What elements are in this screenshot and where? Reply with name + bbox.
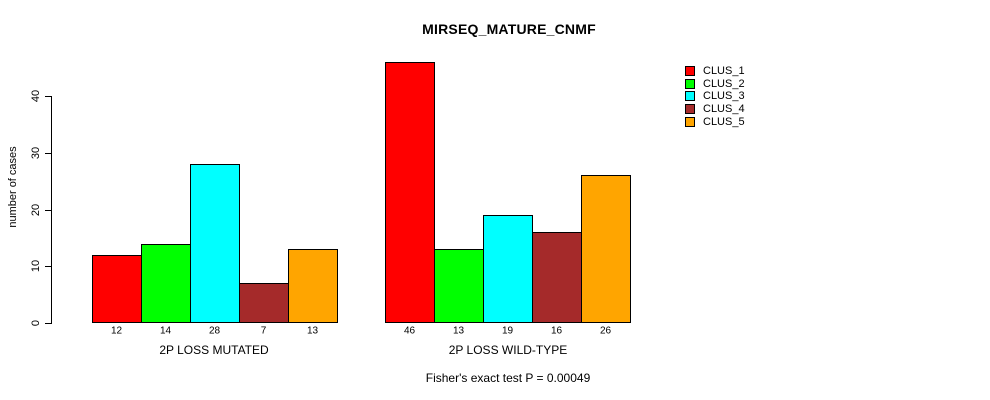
y-tick-label: 10 <box>30 259 42 273</box>
bar-value-label: 7 <box>260 325 267 337</box>
y-tick-label: 20 <box>30 203 42 217</box>
bar-value-label: 16 <box>550 325 563 337</box>
y-tick <box>45 96 52 97</box>
bar-value-label: 13 <box>452 325 465 337</box>
bar-value-label: 28 <box>208 325 221 337</box>
bar-2p-loss-wild-type-clus-4 <box>532 232 582 323</box>
legend-label-clus-3: CLUS_3 <box>703 90 745 102</box>
group-label-wild-type: 2P LOSS WILD-TYPE <box>448 343 568 357</box>
y-tick-label: 0 <box>30 319 42 327</box>
bar-2p-loss-wild-type-clus-3 <box>483 215 533 323</box>
y-tick-label: 30 <box>30 146 42 160</box>
bar-value-label: 12 <box>110 325 123 337</box>
legend-label-clus-5: CLUS_5 <box>703 116 745 128</box>
bar-2p-loss-mutated-clus-1 <box>92 255 142 323</box>
legend-label-clus-2: CLUS_2 <box>703 78 745 90</box>
legend-swatch-clus-2 <box>685 79 695 89</box>
bar-2p-loss-wild-type-clus-1 <box>385 62 435 323</box>
y-axis-label: number of cases <box>7 146 19 228</box>
bar-value-label: 14 <box>159 325 172 337</box>
bar-2p-loss-wild-type-clus-2 <box>434 249 484 323</box>
bar-2p-loss-mutated-clus-3 <box>190 164 240 323</box>
y-tick-label: 40 <box>30 89 42 103</box>
bar-2p-loss-mutated-clus-4 <box>239 283 289 323</box>
y-tick <box>45 266 52 267</box>
bar-2p-loss-mutated-clus-2 <box>141 244 191 323</box>
legend-swatch-clus-5 <box>685 117 695 127</box>
legend-swatch-clus-1 <box>685 66 695 76</box>
legend-label-clus-1: CLUS_1 <box>703 65 745 77</box>
annotation-text: Fisher's exact test P = 0.00049 <box>425 371 591 385</box>
y-tick <box>45 323 52 324</box>
y-tick <box>45 153 52 154</box>
legend-swatch-clus-4 <box>685 104 695 114</box>
chart-title: MIRSEQ_MATURE_CNMF <box>422 21 596 37</box>
group-label-mutated: 2P LOSS MUTATED <box>159 343 269 357</box>
bar-2p-loss-wild-type-clus-5 <box>581 175 631 323</box>
bar-2p-loss-mutated-clus-5 <box>288 249 338 323</box>
bar-value-label: 46 <box>403 325 416 337</box>
bar-value-label: 26 <box>599 325 612 337</box>
legend-swatch-clus-3 <box>685 91 695 101</box>
bar-value-label: 19 <box>501 325 514 337</box>
y-tick <box>45 210 52 211</box>
legend-label-clus-4: CLUS_4 <box>703 103 745 115</box>
bar-value-label: 13 <box>306 325 319 337</box>
